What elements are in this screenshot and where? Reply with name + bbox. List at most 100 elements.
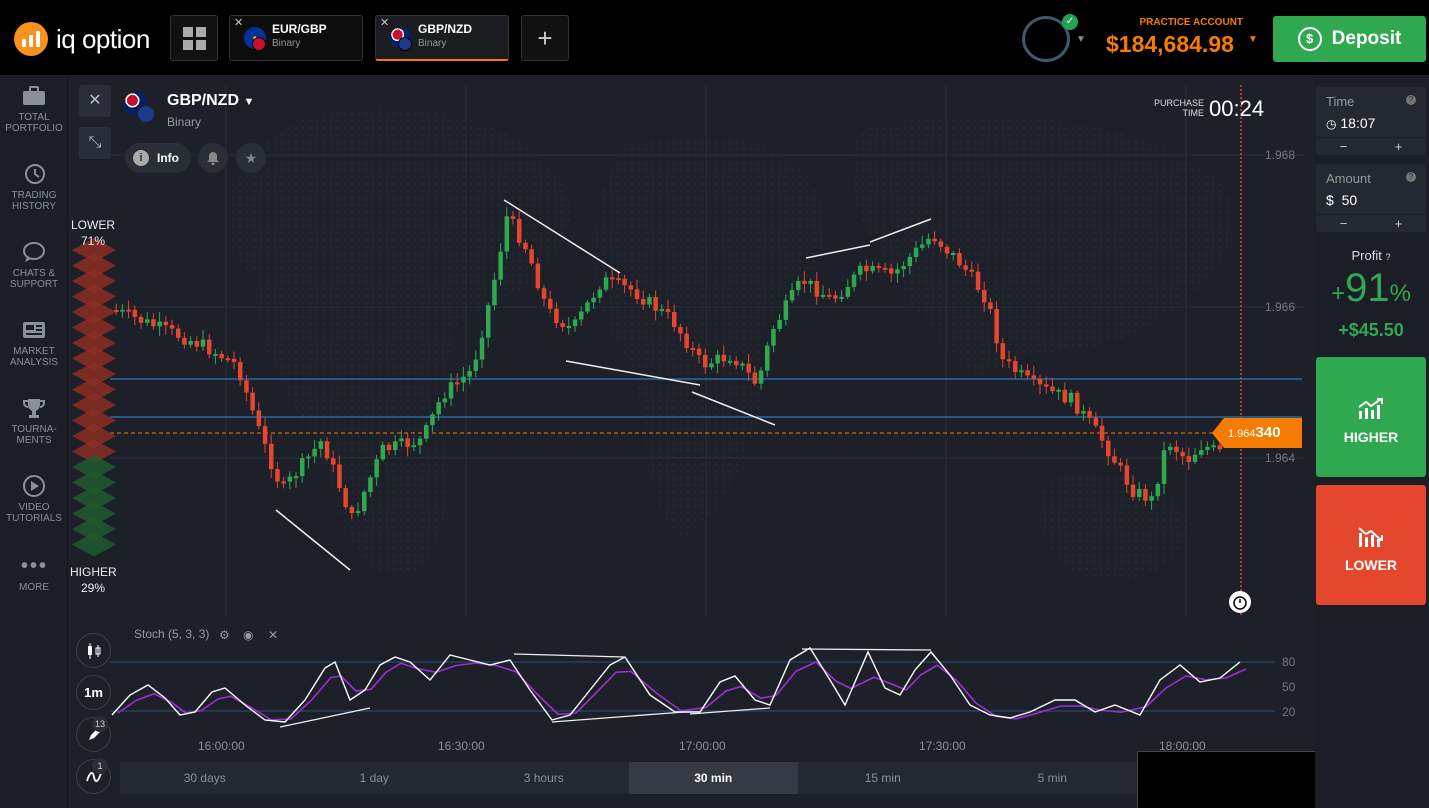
sidebar-item-label: MENTS [16, 435, 52, 446]
minimize-icon[interactable]: ⤡ [79, 127, 111, 159]
asset-type: Binary [167, 115, 202, 129]
sidebar-item-tournaments[interactable]: TOURNA- MENTS [0, 397, 68, 446]
period-15-min[interactable]: 15 min [864, 771, 901, 785]
period-1-day[interactable]: 1 day [359, 771, 389, 785]
time-value[interactable]: ◷ 18:07 [1326, 115, 1376, 131]
current-price-tag: 1.964340 [1212, 418, 1302, 448]
sentiment-lower-pct: 71% [80, 234, 106, 248]
asset-grid-button[interactable] [170, 15, 218, 61]
tab-name: GBP/NZD [418, 22, 472, 36]
sidebar-item-label: TOTAL [18, 112, 50, 123]
tab-gbp-nzd[interactable]: ✕ GBP/NZD Binary [375, 15, 509, 61]
period-30-min[interactable]: 30 min [628, 762, 798, 794]
news-icon [21, 319, 47, 341]
time-minus-button[interactable]: − [1339, 139, 1348, 154]
higher-label: HIGHER [1343, 429, 1399, 445]
close-chart-button[interactable]: ✕ [79, 85, 111, 117]
nz-flag-icon [136, 104, 156, 124]
lower-label: LOWER [1344, 557, 1398, 573]
sidebar-item-portfolio[interactable]: TOTAL PORTFOLIO [0, 85, 68, 134]
chat-icon [21, 241, 47, 263]
sidebar-item-more[interactable]: ••• MORE [0, 555, 68, 593]
sidebar-item-history[interactable]: TRADING HISTORY [0, 163, 68, 212]
sidebar-item-label: VIDEO [18, 502, 50, 513]
sidebar-item-chats[interactable]: CHATS & SUPPORT [0, 241, 68, 290]
time-tick: 16:30:00 [438, 739, 485, 753]
trend-up-icon [1358, 398, 1383, 419]
sidebar-item-label: MARKET [13, 346, 55, 357]
sidebar-item-label: TRADING [11, 190, 57, 201]
indicator-name: Stoch (5, 3, 3) [134, 627, 210, 641]
sidebar-item-label: CHATS & [12, 268, 56, 279]
tab-type: Binary [418, 38, 447, 49]
asset-name[interactable]: GBP/NZD ▼ [167, 92, 255, 109]
deposit-label: Deposit [1331, 28, 1402, 49]
sidebar-item-label: SUPPORT [9, 279, 59, 290]
time-field[interactable]: Time ? ◷ 18:07 − + [1316, 87, 1426, 155]
chart-type-button[interactable] [76, 633, 111, 668]
more-icon: ••• [21, 555, 49, 577]
time-plus-button[interactable]: + [1394, 139, 1403, 154]
history-icon [21, 163, 47, 185]
period-30-days[interactable]: 30 days [183, 771, 226, 785]
logo-icon [14, 22, 48, 56]
help-icon[interactable]: ? [1406, 95, 1416, 105]
account-type-label[interactable]: PRACTICE ACCOUNT [1139, 17, 1243, 28]
logo-text: iq option [56, 23, 150, 54]
gear-icon[interactable]: ⚙ [219, 628, 230, 642]
price-tick: 1.968 [1265, 148, 1296, 162]
info-icon: i [133, 150, 149, 166]
account-balance[interactable]: $184,684.98 [1106, 31, 1234, 57]
period-5-min[interactable]: 5 min [1037, 771, 1067, 785]
profit-percent: +91% [1331, 266, 1411, 310]
star-icon[interactable]: ★ [236, 143, 266, 173]
eye-icon[interactable]: ◉ [243, 628, 254, 642]
profit-label: Profit ? [1351, 248, 1391, 263]
tab-name: EUR/GBP [272, 22, 327, 36]
sidebar-item-label: TUTORIALS [6, 513, 62, 524]
drawings-count-badge: 13 [92, 716, 108, 732]
sidebar-item-label: TOURNA- [11, 424, 57, 435]
deposit-icon: $ [1297, 27, 1322, 51]
info-button[interactable]: i Info [125, 143, 191, 173]
price-tick: 1.964 [1265, 451, 1296, 465]
sidebar-item-video-tutorials[interactable]: VIDEO TUTORIALS [0, 475, 68, 524]
sidebar-item-label: MORE [19, 582, 49, 593]
logo[interactable]: iq option [14, 22, 150, 56]
play-icon [21, 475, 47, 497]
period-selector: 30 days 1 day 3 hours 30 min 15 min 5 mi… [120, 762, 1137, 794]
tab-eur-gbp[interactable]: ✕ EUR/GBP Binary [229, 15, 363, 61]
higher-button[interactable]: HIGHER [1316, 357, 1426, 477]
lower-button[interactable]: LOWER [1316, 485, 1426, 605]
period-3-hours[interactable]: 3 hours [523, 771, 564, 785]
help-icon[interactable]: ? [1385, 252, 1391, 262]
verified-check-icon: ✓ [1062, 14, 1078, 30]
interval-button[interactable]: 1m [76, 675, 111, 710]
sidebar-item-label: PORTFOLIO [5, 123, 63, 134]
bell-icon[interactable] [198, 143, 228, 173]
chevron-down-icon[interactable]: ▼ [1076, 34, 1086, 45]
add-tab-button[interactable]: + [521, 15, 569, 61]
purchase-time-label: PURCHASE TIME [1153, 98, 1204, 118]
amount-minus-button[interactable]: − [1339, 216, 1348, 231]
close-tab-icon[interactable]: ✕ [380, 17, 390, 29]
close-icon[interactable]: ✕ [268, 628, 279, 642]
help-icon[interactable]: ? [1406, 172, 1416, 182]
amount-plus-button[interactable]: + [1394, 216, 1403, 231]
sentiment-lower: LOWER 71% [70, 217, 116, 249]
close-tab-icon[interactable]: ✕ [234, 17, 244, 29]
sidebar-item-market-analysis[interactable]: MARKET ANALYSIS [0, 319, 68, 368]
deposit-button[interactable]: $ Deposit [1273, 16, 1426, 62]
chart-area[interactable] [69, 77, 1315, 808]
profit-amount: +$45.50 [1338, 320, 1404, 340]
time-tick: 16:00:00 [198, 739, 245, 753]
time-label: Time [1326, 94, 1355, 109]
chevron-down-icon[interactable]: ▼ [1248, 34, 1258, 45]
tab-type: Binary [272, 38, 301, 49]
briefcase-icon [21, 85, 47, 107]
amount-value[interactable]: $ 50 [1326, 192, 1358, 208]
amount-field[interactable]: Amount ? $ 50 − + [1316, 164, 1426, 232]
amount-label: Amount [1326, 171, 1371, 186]
time-tick: 18:00:00 [1159, 739, 1206, 753]
time-stepper: − + [1316, 137, 1426, 155]
